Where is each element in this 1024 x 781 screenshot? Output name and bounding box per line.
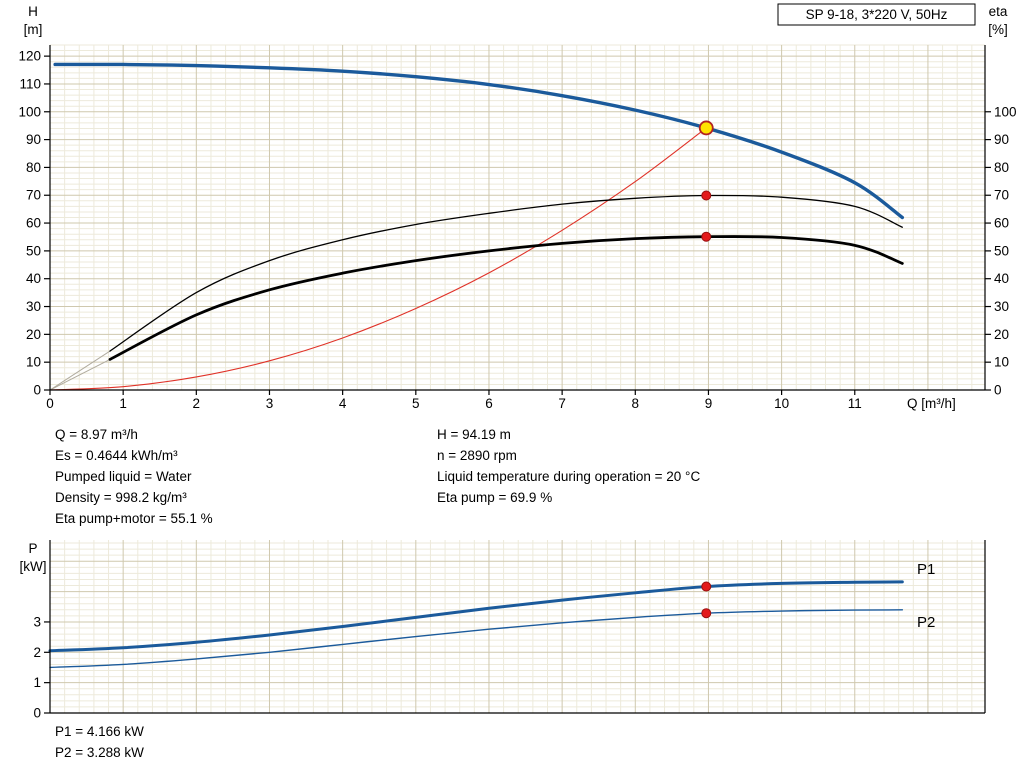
y-left-tick-label: 0 (33, 706, 41, 721)
x-tick-label: 7 (558, 396, 566, 411)
x-tick-label: 10 (774, 396, 789, 411)
y-left-tick-label: 50 (26, 243, 41, 258)
y-left-tick-label: 30 (26, 299, 41, 314)
y-right-tick-label: 100 (994, 104, 1017, 119)
x-tick-label: 2 (193, 396, 201, 411)
info-pumped-liquid: Pumped liquid = Water (55, 469, 192, 484)
y-left-tick-label: 120 (18, 49, 41, 64)
y-left-tick-label: 90 (26, 132, 41, 147)
y-left-tick-label: 110 (19, 76, 41, 91)
y-left-tick-label: 0 (33, 383, 41, 398)
info-speed: n = 2890 rpm (437, 448, 517, 463)
series (48, 580, 904, 669)
y-right-tick-label: 30 (994, 299, 1009, 314)
duty-point-marker[interactable] (698, 120, 714, 136)
x-axis-title: Q [m³/h] (907, 396, 956, 411)
info-liquid-temperature: Liquid temperature during operation = 20… (437, 469, 701, 484)
y-left-tick-label: 70 (26, 188, 41, 203)
y-right-tick-label: 80 (994, 160, 1009, 175)
markers (698, 120, 714, 242)
x-tick-label: 5 (412, 396, 420, 411)
p1-curve (48, 580, 904, 653)
x-tick-label: 8 (632, 396, 640, 411)
grid (49, 44, 985, 391)
y-left-axis-title: [kW] (20, 559, 47, 574)
axes: 0 1 2 3 P [kW] (20, 540, 986, 720)
x-tick-label: 6 (485, 396, 493, 411)
x-tick-label: 11 (848, 396, 862, 411)
x-tick-label: 9 (705, 396, 713, 411)
series (49, 62, 905, 391)
y-left-tick-label: 40 (26, 271, 41, 286)
x-tick-label: 0 (46, 396, 54, 411)
eta-pump-motor-curve (108, 235, 904, 361)
y-right-tick-label: 50 (994, 243, 1009, 258)
power-info: P1 = 4.166 kW P2 = 3.288 kW (55, 721, 144, 763)
eta-pump-motor-point-marker (701, 231, 712, 242)
y-right-tick-label: 0 (994, 383, 1002, 398)
p1-point-marker (701, 581, 712, 592)
p2-curve (49, 609, 904, 669)
eta-pump-motor-extrapolation (49, 358, 111, 391)
y-right-tick-label: 10 (994, 355, 1009, 370)
y-right-tick-label: 20 (994, 327, 1009, 342)
y-left-axis-title: [m] (24, 22, 43, 37)
x-tick-label: 3 (266, 396, 274, 411)
info-eta-pump: Eta pump = 69.9 % (437, 490, 553, 505)
duty-info-right: H = 94.19 m n = 2890 rpm Liquid temperat… (437, 424, 700, 508)
head-curve (53, 62, 905, 220)
hq-eta-chart: 0102030405060708090100110120010203040506… (18, 3, 1017, 411)
p2-point-marker (701, 608, 712, 619)
system-curve (49, 127, 707, 391)
y-right-axis-title: [%] (988, 22, 1008, 37)
info-eta-pump-motor: Eta pump+motor = 55.1 % (55, 511, 213, 526)
eta-pump-point-marker (701, 190, 712, 201)
eta-pump-extrapolation (49, 350, 111, 391)
y-left-tick-label: 100 (18, 104, 41, 119)
x-tick-label: 1 (119, 396, 127, 411)
y-right-tick-label: 70 (994, 188, 1009, 203)
curve-label-p2: P2 (917, 614, 935, 631)
pump-title-box: SP 9-18, 3*220 V, 50Hz (777, 3, 976, 26)
axes: 0102030405060708090100110120010203040506… (18, 4, 1016, 411)
y-left-tick-label: 3 (33, 614, 41, 629)
curve-label-p1: P1 (917, 561, 935, 578)
info-specific-energy: Es = 0.4644 kWh/m³ (55, 448, 178, 463)
pump-title-box-frame (777, 3, 976, 26)
duty-info-left: Q = 8.97 m³/h Es = 0.4644 kWh/m³ Pumped … (55, 424, 213, 529)
power-chart: 0 1 2 3 P [kW] P1 P2 (20, 540, 986, 720)
info-head: H = 94.19 m (437, 427, 511, 442)
y-left-axis-title: P (28, 541, 37, 556)
pump-model-label: SP 9-18, 3*220 V, 50Hz (806, 7, 948, 22)
y-left-tick-label: 1 (33, 675, 41, 690)
y-right-tick-label: 40 (994, 271, 1009, 286)
y-right-tick-label: 90 (994, 132, 1009, 147)
y-left-tick-label: 60 (26, 216, 41, 231)
info-flow: Q = 8.97 m³/h (55, 427, 138, 442)
y-left-tick-label: 80 (26, 160, 41, 175)
y-right-axis-title: eta (989, 4, 1008, 19)
x-tick-label: 4 (339, 396, 347, 411)
y-left-tick-label: 2 (33, 645, 41, 660)
y-left-axis-title: H (28, 4, 38, 19)
y-left-tick-label: 10 (26, 355, 41, 370)
markers (701, 581, 712, 619)
y-right-tick-label: 60 (994, 216, 1009, 231)
info-p1: P1 = 4.166 kW (55, 724, 144, 739)
info-density: Density = 998.2 kg/m³ (55, 490, 187, 505)
y-left-tick-label: 20 (26, 327, 41, 342)
eta-pump-curve (109, 194, 903, 352)
info-p2: P2 = 3.288 kW (55, 745, 144, 760)
